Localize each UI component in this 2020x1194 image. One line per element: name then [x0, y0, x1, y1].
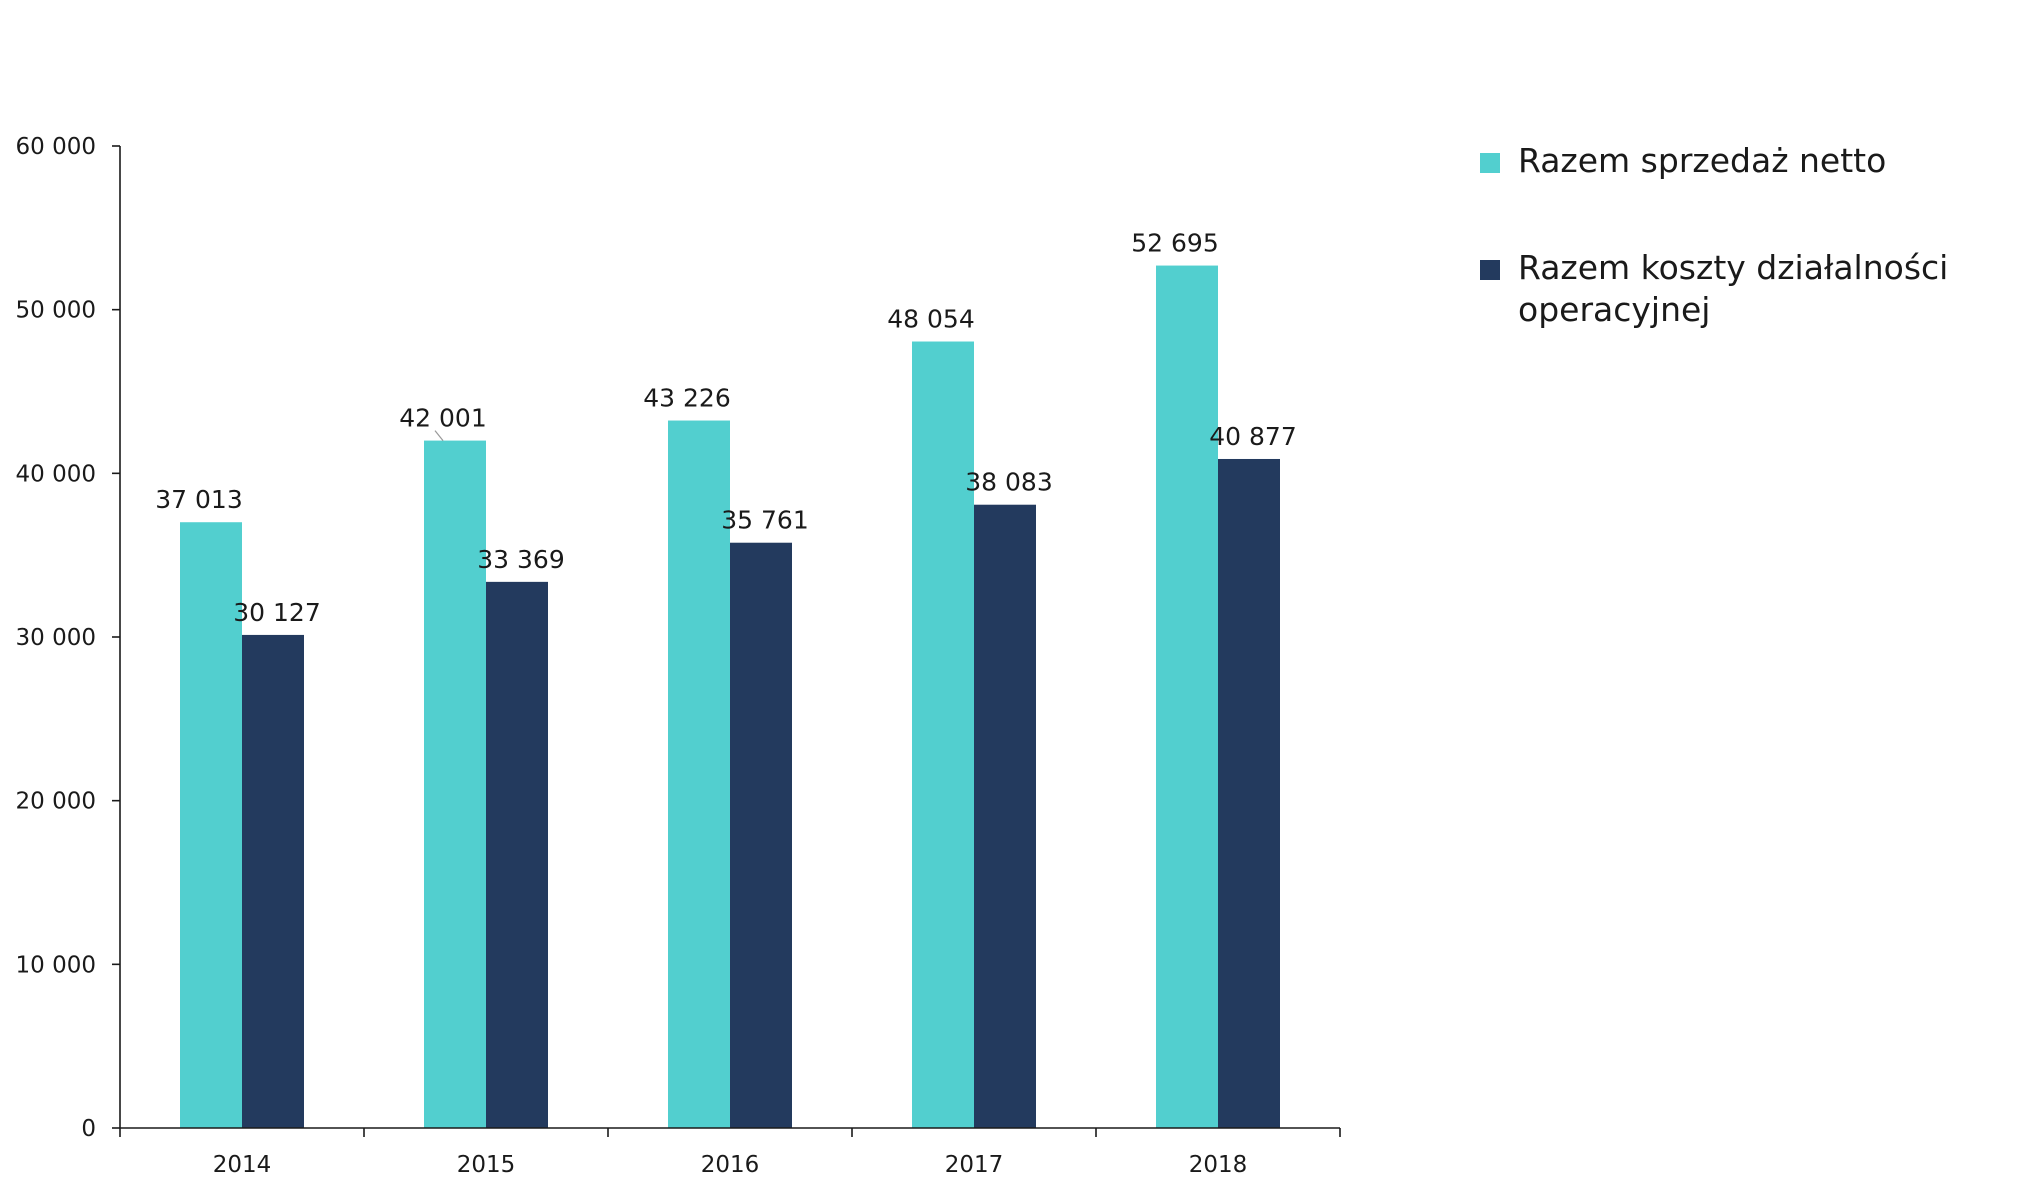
data-label-costs-2014: 30 127: [233, 598, 320, 627]
legend-swatch-costs: [1480, 260, 1500, 280]
data-label-sales-2015: 42 001: [399, 404, 486, 433]
y-tick-label-60000: 60 000: [16, 134, 96, 160]
data-label-costs-2016: 35 761: [721, 506, 808, 535]
data-label-sales-2018: 52 695: [1131, 229, 1218, 258]
bar-sales-2015: [424, 440, 486, 1128]
legend: Razem sprzedaż netto Razem koszty działa…: [1480, 140, 2000, 396]
data-labels-group: 37 013 30 127 42 001 33 369 43 226 35 761 48 0…: [155, 229, 1296, 627]
y-tick-label-30000: 30 000: [16, 625, 96, 651]
bar-sales-2016: [668, 420, 730, 1129]
bar-costs-2017: [974, 504, 1036, 1128]
x-tick-label-2015: 2015: [457, 1152, 516, 1178]
bars-group: [180, 265, 1280, 1129]
bar-sales-2018: [1156, 265, 1218, 1129]
y-tick-label-10000: 10 000: [16, 952, 96, 978]
legend-item-costs: Razem koszty działalności operacyjnej: [1480, 247, 2000, 331]
axes-group: 0 10 000 20 000 30 000 40 000 50 000 60 000 201…: [16, 134, 1341, 1178]
legend-swatch-sales: [1480, 153, 1500, 173]
y-tick-label-40000: 40 000: [16, 461, 96, 487]
y-tick-label-50000: 50 000: [16, 298, 96, 324]
bar-costs-2016: [730, 542, 792, 1128]
data-label-sales-2016: 43 226: [643, 384, 730, 413]
bar-sales-2017: [912, 341, 974, 1128]
y-tick-label-0: 0: [81, 1116, 96, 1142]
bar-costs-2015: [486, 581, 548, 1128]
data-label-costs-2018: 40 877: [1209, 422, 1296, 451]
data-label-costs-2015: 33 369: [477, 545, 564, 574]
leader-line-sales-2015: [434, 430, 444, 441]
data-label-sales-2017: 48 054: [887, 305, 974, 334]
bar-costs-2018: [1218, 458, 1280, 1129]
bar-costs-2014: [242, 634, 304, 1128]
legend-label-sales: Razem sprzedaż netto: [1518, 141, 1887, 180]
data-label-costs-2017: 38 083: [965, 468, 1052, 497]
x-tick-label-2016: 2016: [701, 1152, 760, 1178]
legend-label-costs: Razem koszty działalności operacyjnej: [1518, 248, 1949, 329]
x-tick-label-2017: 2017: [945, 1152, 1004, 1178]
data-label-sales-2014: 37 013: [155, 485, 242, 514]
x-tick-label-2018: 2018: [1189, 1152, 1248, 1178]
bar-sales-2014: [180, 522, 242, 1128]
y-tick-label-20000: 20 000: [16, 789, 96, 815]
x-tick-label-2014: 2014: [213, 1152, 272, 1178]
legend-item-sales: Razem sprzedaż netto: [1480, 140, 2000, 182]
